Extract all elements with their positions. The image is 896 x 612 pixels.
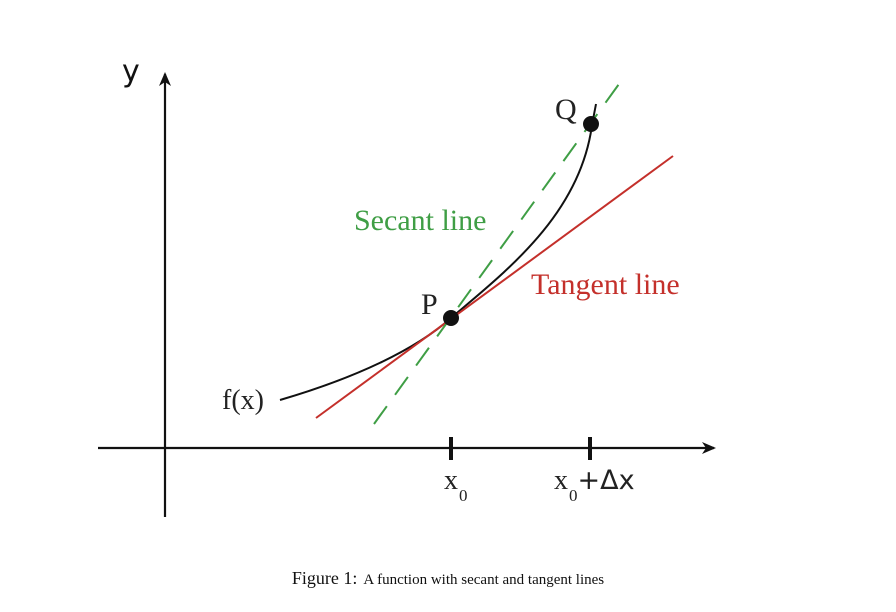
tangent-line [315, 155, 674, 419]
caption-text: A function with secant and tangent lines [363, 572, 605, 588]
point-q-label: Q [555, 93, 577, 126]
tick-label-x0: x0 [444, 465, 468, 505]
tick-label-x0-dx: x0+Δx [554, 465, 635, 505]
figure-caption: Figure 1: A function with secant and tang… [0, 568, 896, 589]
function-curve [279, 103, 597, 401]
tangent-line-label: Tangent line [531, 268, 680, 301]
secant-line-label: Secant line [354, 204, 486, 237]
y-axis-label: y [122, 54, 140, 89]
function-label: f(x) [222, 385, 264, 416]
secant-line [373, 83, 620, 425]
point-q [583, 116, 599, 132]
caption-label: Figure 1: [291, 568, 358, 588]
point-p-label: P [421, 288, 438, 321]
point-p [443, 310, 459, 326]
